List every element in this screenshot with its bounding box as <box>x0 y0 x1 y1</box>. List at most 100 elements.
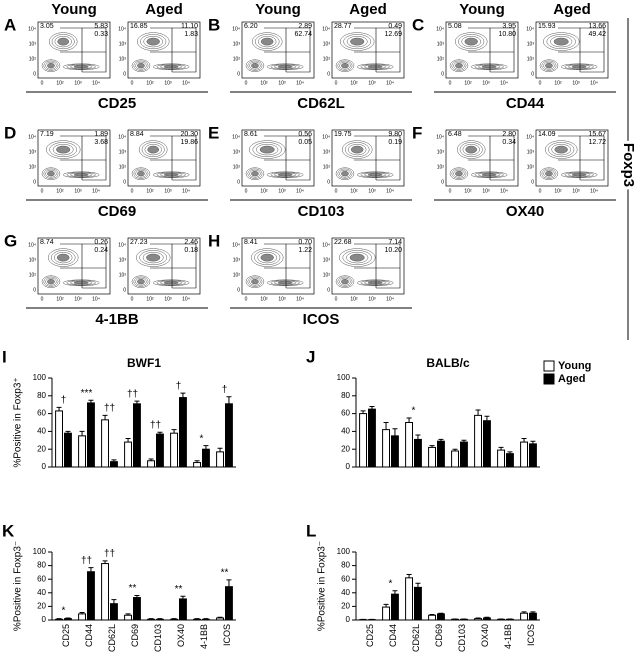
plot-frame <box>331 21 405 79</box>
quadrant-value: 1.89 <box>94 131 108 138</box>
quadrant-value: 0.19 <box>388 139 402 146</box>
quadrant-value: 9.80 <box>388 131 402 138</box>
contour <box>364 64 387 69</box>
error-bar <box>415 434 421 440</box>
error-bar <box>498 446 504 451</box>
y-axis-label: %Positive in Foxp3⁻ <box>317 541 328 631</box>
contour <box>249 277 261 286</box>
contour <box>163 281 179 285</box>
axis-tick-label: 0 <box>449 80 452 86</box>
error-bar <box>203 445 209 450</box>
axis-tick-label: 0 <box>41 296 44 302</box>
axis-tick-label: 0 <box>449 188 452 194</box>
quadrant-value: 2.46 <box>184 239 198 246</box>
contour <box>138 140 168 159</box>
plot-frame <box>331 237 405 295</box>
significance: † <box>222 384 228 395</box>
error-bar <box>148 618 154 620</box>
axis-tick-label: 10⁴ <box>296 80 304 86</box>
contour <box>541 60 557 71</box>
error-bar <box>194 618 200 620</box>
quadrant-value: 12.69 <box>384 31 402 38</box>
axis-tick-label: 10² <box>119 56 127 62</box>
axis-tick-label: 10³ <box>572 80 580 86</box>
error-bar <box>530 440 536 444</box>
contour <box>542 32 580 51</box>
quadrant-value: 12.72 <box>588 139 606 146</box>
axis-tick-label: 10³ <box>482 80 490 86</box>
contour <box>277 173 293 177</box>
axis-tick-label: 0 <box>327 287 330 293</box>
contour <box>146 37 160 46</box>
bar <box>78 435 86 468</box>
axis-tick-label: 10⁴ <box>28 242 36 248</box>
error-bar <box>530 611 536 614</box>
error-bar <box>360 410 366 414</box>
contour <box>453 61 465 70</box>
axis-tick-label: 10² <box>233 56 241 62</box>
contour <box>56 145 71 154</box>
axis-tick-label: 10⁴ <box>28 134 36 140</box>
bar <box>133 403 141 468</box>
contour <box>266 171 304 179</box>
contour <box>259 145 275 154</box>
contour <box>73 173 89 177</box>
axis-tick-label: 10⁴ <box>322 26 330 32</box>
contour <box>455 171 463 177</box>
y-tick-label: 40 <box>341 588 350 597</box>
axis-tick-label: 10² <box>119 164 127 170</box>
marker-label: CD62L <box>297 95 345 112</box>
contour <box>341 63 349 69</box>
axis-tick-label: 10⁴ <box>436 134 444 140</box>
x-tick-label: 4-1BB <box>199 624 209 649</box>
contour <box>53 251 73 264</box>
contour <box>474 172 504 178</box>
quadrant-value: 0.49 <box>388 23 402 30</box>
x-tick-label: ICOS <box>526 624 536 646</box>
contour <box>62 279 100 287</box>
quadrant-value: 6.20 <box>244 23 258 30</box>
bar <box>202 618 210 621</box>
error-bar <box>88 567 94 572</box>
axis-tick-label: 0 <box>335 296 338 302</box>
x-tick-label: OX40 <box>480 624 490 647</box>
panel-letter: E <box>208 123 219 142</box>
contour <box>47 248 79 267</box>
error-bar <box>157 431 163 435</box>
bar <box>225 403 233 468</box>
axis-tick-label: 10² <box>56 80 64 86</box>
axis-tick-label: 10² <box>29 56 37 62</box>
axis-tick-label: 10⁴ <box>182 80 190 86</box>
contour <box>257 251 278 264</box>
bar <box>391 593 399 621</box>
axis-tick-label: 10² <box>437 56 445 62</box>
contour <box>137 63 145 69</box>
axis-tick-label: 10⁴ <box>500 188 508 194</box>
axis-tick-label: 10³ <box>527 149 535 155</box>
error-bar <box>383 422 389 430</box>
significance: *** <box>81 388 93 399</box>
y-tick-label: 60 <box>37 409 46 418</box>
quadrant-value: 19.75 <box>334 131 352 138</box>
contour <box>45 140 81 159</box>
contour <box>66 280 96 286</box>
contour <box>451 60 467 71</box>
significance: * <box>200 433 204 444</box>
axis-tick-label: 0 <box>539 188 542 194</box>
y-tick-label: 60 <box>341 409 350 418</box>
error-bar <box>369 405 375 410</box>
axis-tick-label: 10² <box>146 80 154 86</box>
contour <box>133 60 149 71</box>
quadrant-value: 0.05 <box>298 139 312 146</box>
error-bar <box>406 417 412 423</box>
contour <box>250 248 284 267</box>
axis-tick-label: 0 <box>33 179 36 185</box>
error-bar <box>226 579 232 587</box>
bar <box>428 614 437 621</box>
bar <box>101 563 109 621</box>
axis-tick-label: 0 <box>531 179 534 185</box>
axis-tick-label: 0 <box>335 80 338 86</box>
contour <box>550 35 573 48</box>
contour <box>247 276 263 287</box>
axis-tick-label: 10³ <box>164 80 172 86</box>
